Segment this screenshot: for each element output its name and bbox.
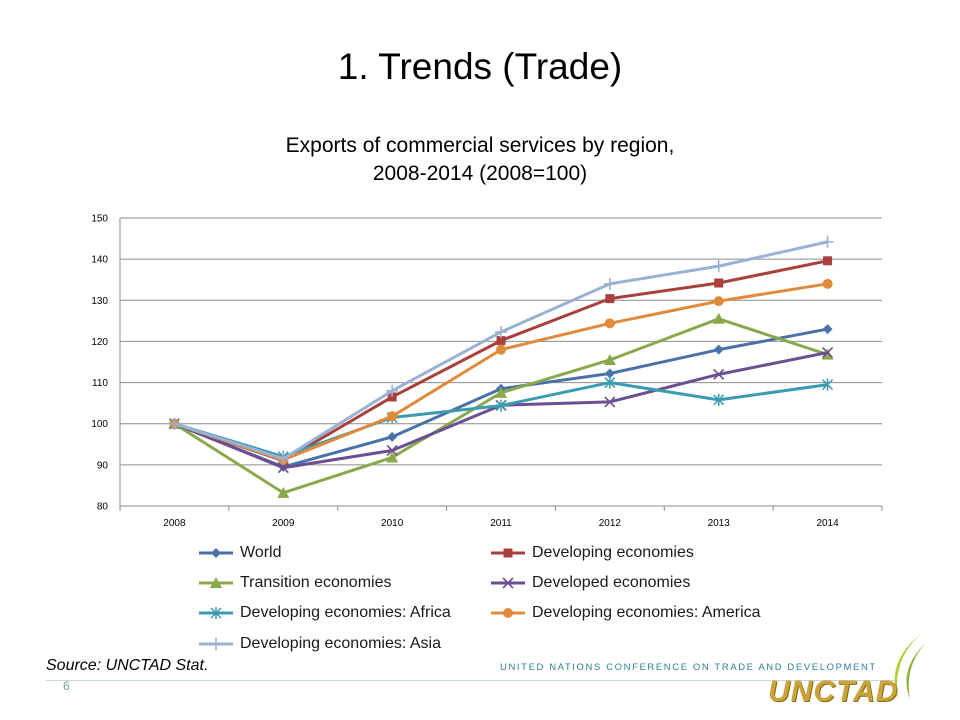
data-point	[604, 318, 615, 329]
data-point	[714, 278, 724, 288]
data-point	[823, 256, 833, 266]
data-point	[713, 368, 725, 380]
y-tick-label: 110	[92, 378, 108, 389]
data-point	[386, 384, 399, 397]
chart-title-line-1: Exports of commercial services by region…	[285, 134, 675, 157]
data-point	[277, 486, 290, 498]
data-point	[603, 353, 616, 365]
data-point	[603, 277, 616, 290]
data-point	[822, 278, 833, 289]
data-point	[712, 312, 725, 324]
series-7	[168, 235, 834, 465]
data-point	[604, 368, 615, 379]
y-tick-label: 100	[91, 419, 108, 430]
data-point	[713, 344, 724, 355]
data-point	[168, 417, 181, 430]
page-number: 6	[63, 679, 70, 693]
data-point	[605, 294, 615, 304]
data-point	[604, 396, 616, 408]
y-tick-label: 130	[91, 296, 108, 307]
y-tick-label: 150	[91, 214, 108, 225]
source-note: Source: UNCTAD Stat.	[46, 657, 209, 674]
data-point	[387, 392, 397, 402]
data-point	[713, 393, 725, 406]
data-point	[822, 324, 833, 335]
y-tick-label: 80	[97, 502, 109, 513]
data-point	[387, 411, 398, 422]
organization-name: UNITED NATIONS CONFERENCE ON TRADE AND D…	[500, 662, 877, 673]
y-tick-label: 120	[91, 337, 108, 348]
x-tick-label: 2008	[163, 518, 186, 529]
data-point	[495, 386, 507, 398]
y-tick-label: 140	[91, 255, 108, 266]
data-point	[386, 451, 399, 463]
x-tick-label: 2014	[816, 518, 839, 529]
x-tick-label: 2011	[490, 518, 512, 529]
data-point	[821, 348, 834, 360]
x-tick-label: 2009	[272, 518, 295, 529]
y-tick-label: 90	[97, 460, 109, 471]
footer-divider	[46, 680, 898, 681]
data-point	[496, 344, 506, 355]
x-tick-label: 2012	[599, 518, 622, 529]
chart-title-line-2: 2008-2014 (2008=100)	[372, 162, 588, 185]
data-point	[604, 376, 616, 389]
series-2	[169, 256, 833, 466]
slide-title: 1. Trends (Trade)	[337, 46, 623, 87]
data-point	[821, 235, 834, 248]
data-point	[712, 260, 725, 273]
data-point	[495, 399, 507, 412]
data-point	[822, 378, 834, 391]
data-point	[713, 296, 724, 307]
data-point	[277, 452, 290, 465]
data-point	[496, 336, 506, 346]
data-point	[277, 462, 289, 474]
unctad-logo: UNCTAD	[768, 675, 899, 708]
series-3	[168, 312, 834, 498]
series-line	[173, 259, 828, 463]
data-point	[495, 325, 507, 338]
data-point	[822, 346, 834, 359]
x-tick-label: 2013	[708, 518, 731, 529]
chart-title: Exports of commercial services by region…	[200, 132, 760, 188]
data-point	[386, 444, 398, 457]
x-tick-label: 2010	[381, 518, 404, 529]
data-point	[387, 431, 398, 442]
unctad-swoosh-icon	[894, 635, 926, 699]
